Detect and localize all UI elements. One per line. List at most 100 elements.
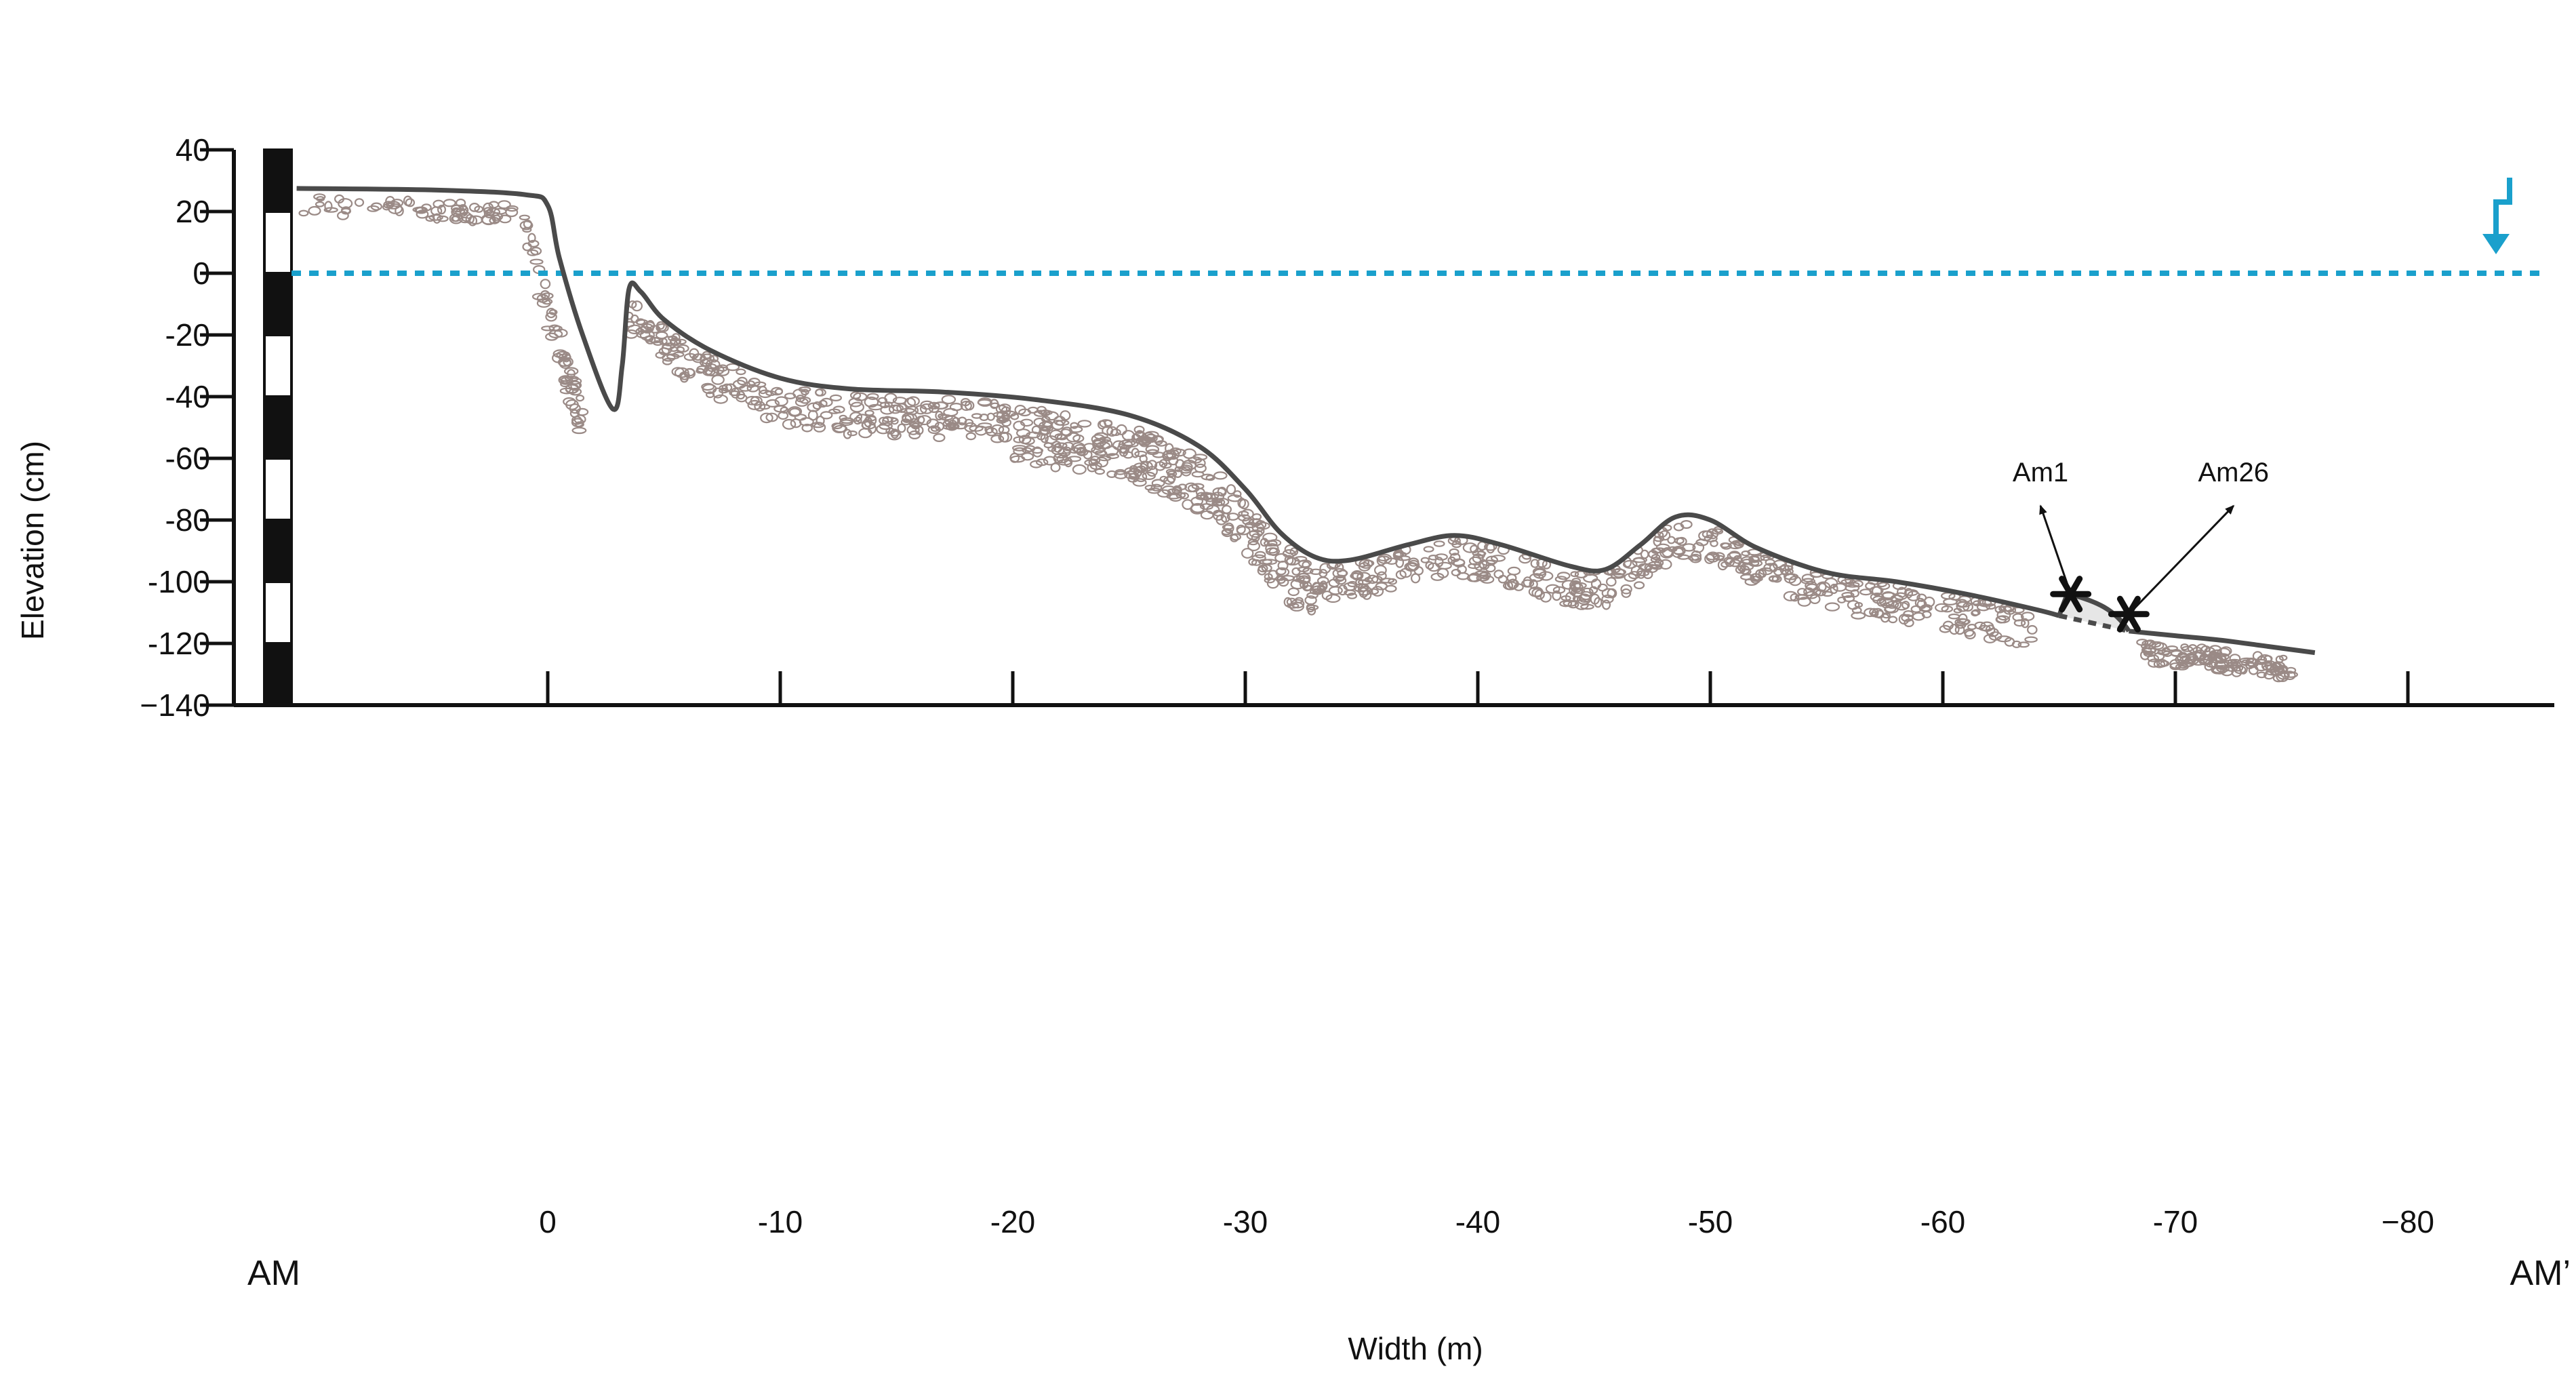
pebble: [1191, 483, 1205, 490]
pebble: [713, 394, 728, 404]
pebble: [880, 405, 895, 415]
pebble: [1797, 597, 1811, 607]
pebble: [403, 195, 413, 207]
pebble: [750, 395, 763, 406]
pebble: [1299, 580, 1309, 589]
pebble: [1561, 580, 1576, 590]
pebble: [519, 220, 534, 231]
pebble: [1373, 565, 1387, 576]
profile-line: [2129, 629, 2316, 656]
pebble: [1205, 498, 1218, 506]
pebble: [2024, 636, 2038, 643]
pebble: [801, 423, 813, 433]
pebble: [531, 293, 546, 300]
pebble: [416, 210, 429, 219]
pebble: [552, 353, 565, 363]
pebble: [2232, 664, 2244, 672]
pebble: [2256, 671, 2267, 679]
pebble: [849, 401, 865, 413]
pebble: [1518, 553, 1532, 564]
pebble: [1971, 610, 1979, 617]
pebble: [1371, 586, 1384, 597]
pebble: [1910, 605, 1923, 614]
pebble: [1720, 542, 1732, 550]
pebble: [1131, 433, 1141, 441]
pebble: [1031, 447, 1044, 454]
pebble: [1256, 521, 1270, 530]
pebble: [1758, 569, 1767, 578]
pebble: [1262, 559, 1277, 565]
pebble: [719, 387, 729, 394]
water-level-arrow-icon: [2482, 234, 2510, 254]
pebble: [1796, 588, 1807, 596]
pebble: [1996, 635, 2012, 643]
pebble: [1885, 601, 1899, 609]
pebble: [646, 320, 655, 331]
pebble: [1949, 623, 1960, 635]
x-tick-label: 0: [539, 1204, 557, 1239]
pebble: [1704, 553, 1715, 564]
pebble: [2252, 651, 2263, 661]
pebble: [1213, 471, 1228, 480]
pebble: [1772, 559, 1787, 571]
pebble: [2180, 643, 2189, 651]
pebble: [2177, 662, 2188, 669]
pebble: [719, 384, 728, 391]
pebble: [1106, 470, 1117, 479]
pebble: [1015, 429, 1031, 438]
pebble: [674, 367, 689, 378]
pebble: [1087, 463, 1098, 473]
pebble: [1256, 526, 1265, 536]
pebble: [843, 429, 852, 439]
pebble: [1854, 601, 1863, 608]
scale-bar-segment: [263, 272, 293, 336]
pebble: [1727, 551, 1742, 561]
pebble: [1070, 422, 1079, 429]
pebble: [1084, 459, 1099, 466]
pebble: [567, 369, 576, 379]
pebble: [1068, 447, 1081, 454]
pebble: [1881, 602, 1891, 609]
pebble: [1076, 446, 1087, 456]
pebble: [1674, 537, 1685, 544]
pebble: [2175, 656, 2184, 664]
pebble: [1265, 543, 1279, 554]
pebble: [1739, 565, 1750, 575]
pebble: [1771, 575, 1782, 583]
pebble: [1659, 559, 1672, 570]
pebble: [792, 388, 807, 399]
pebble: [576, 394, 585, 402]
pebble: [1594, 597, 1603, 608]
pebble: [849, 391, 862, 399]
pebble: [1377, 553, 1392, 564]
pebble: [1597, 583, 1608, 592]
pebble: [1563, 599, 1577, 607]
pebble: [2003, 605, 2017, 615]
pebble: [2269, 667, 2285, 676]
pebble: [1039, 421, 1053, 431]
pebble: [483, 202, 494, 214]
pebble: [1851, 607, 1862, 614]
pebble: [949, 402, 963, 412]
pebble: [1133, 466, 1143, 477]
pebble: [653, 340, 664, 346]
pebble: [1014, 405, 1026, 415]
pebble: [2198, 654, 2214, 664]
pebble: [914, 405, 927, 415]
pebble: [896, 403, 907, 413]
y-tick-label: -40: [165, 379, 210, 414]
pebble: [571, 426, 587, 435]
pebble: [1010, 412, 1020, 420]
pebble: [1043, 456, 1057, 466]
y-tick-label: 20: [176, 194, 210, 229]
pebble: [1714, 555, 1725, 561]
pebble: [2210, 650, 2223, 657]
pebble: [627, 324, 642, 334]
pebble: [449, 213, 464, 224]
pebble: [1357, 583, 1370, 592]
pebble: [298, 210, 309, 217]
pebble: [815, 388, 824, 397]
pebble: [864, 410, 874, 416]
pebble: [1095, 456, 1109, 468]
pebble: [451, 216, 460, 222]
